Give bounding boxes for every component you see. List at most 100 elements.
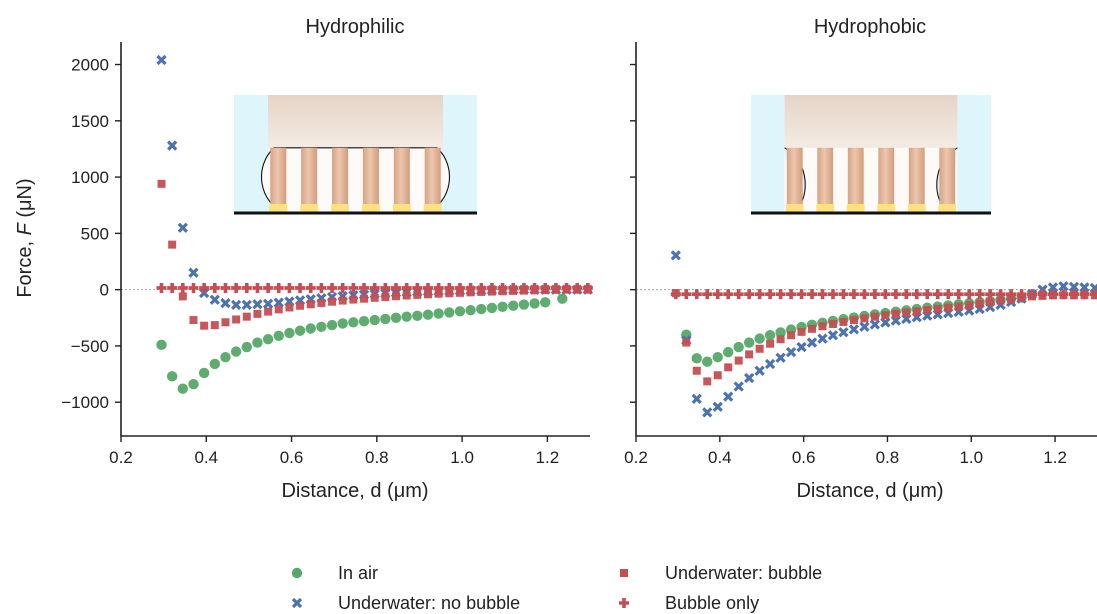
data-point [796, 341, 807, 353]
x-tick-label: 0.6 [280, 448, 304, 467]
legend-item: Underwater: bubble [620, 563, 822, 583]
x-tick-label: 1.0 [959, 448, 983, 467]
data-point [766, 339, 775, 348]
y-tick-label: 2000 [71, 56, 109, 75]
data-point [827, 330, 839, 341]
data-point [369, 314, 380, 326]
data-point [264, 307, 273, 316]
data-point [476, 303, 487, 315]
data-point [295, 282, 306, 293]
data-point [465, 304, 476, 316]
data-point [252, 282, 263, 293]
pillar [939, 147, 956, 207]
data-point [859, 289, 870, 300]
data-point [572, 282, 583, 293]
data-point [294, 325, 306, 336]
data-point [703, 377, 712, 386]
data-point [444, 282, 455, 293]
data-point [177, 282, 188, 293]
data-point [220, 352, 231, 363]
series-underwater-no-bubble [670, 250, 1097, 418]
data-point [252, 337, 263, 348]
series-bubble-only [670, 289, 1097, 300]
legend-marker [291, 597, 303, 609]
data-point [692, 366, 701, 375]
data-point [177, 222, 188, 233]
data-point [943, 289, 954, 300]
data-point [454, 306, 466, 317]
y-tick-label: 0 [100, 281, 109, 300]
data-point [807, 289, 818, 300]
data-point [209, 282, 220, 293]
data-point [745, 350, 754, 359]
pillar [817, 147, 834, 207]
data-point [241, 282, 252, 293]
pillar [270, 147, 287, 207]
data-point [1037, 289, 1048, 300]
data-point [274, 305, 283, 314]
data-point [198, 367, 210, 379]
x-tick-label: 1.2 [1043, 448, 1067, 467]
data-point [724, 363, 733, 372]
data-point [273, 330, 284, 342]
data-point [890, 315, 901, 326]
data-point [189, 316, 198, 325]
data-point [444, 307, 455, 318]
data-point [305, 282, 316, 293]
pillar [393, 147, 410, 207]
legend-marker [291, 567, 303, 579]
data-point [540, 282, 551, 293]
data-point [433, 308, 444, 319]
data-point [422, 309, 434, 320]
data-point [911, 289, 922, 300]
data-point [348, 317, 359, 328]
data-point [995, 289, 1006, 300]
data-point [381, 292, 390, 301]
data-point [1089, 289, 1097, 300]
data-point [817, 289, 828, 300]
pillar [332, 147, 349, 207]
data-point [702, 289, 713, 300]
data-point [177, 383, 189, 394]
data-point [518, 282, 529, 293]
data-point [348, 282, 359, 293]
y-tick-label: 500 [81, 224, 109, 243]
legend-marker [619, 598, 629, 608]
data-point [273, 282, 284, 293]
data-point [1058, 289, 1069, 300]
data-point [754, 289, 765, 300]
data-point [712, 401, 723, 412]
data-point [156, 339, 167, 351]
data-point [869, 319, 881, 330]
data-point [682, 338, 691, 347]
data-point [188, 267, 199, 278]
pillar [847, 147, 864, 207]
pillar [786, 147, 803, 207]
data-point [434, 289, 443, 298]
data-point [561, 282, 572, 293]
data-point [188, 379, 199, 390]
data-point [890, 289, 901, 300]
data-point [839, 317, 848, 326]
hydrophilic-inset [234, 95, 477, 215]
data-point [360, 294, 369, 303]
pillar-tip [877, 204, 896, 212]
x-tick-label: 0.2 [109, 448, 133, 467]
data-point [818, 322, 827, 331]
series-underwater-bubble [671, 289, 1097, 386]
legend-item: Underwater: no bubble [291, 593, 520, 613]
data-point [848, 289, 859, 300]
data-point [209, 358, 220, 370]
hydrophobic-panel: Hydrophobic 0.2 0.4 0.6 0.8 1.0 1.2 Distance,… [624, 16, 1097, 502]
data-point [702, 356, 713, 367]
data-point [734, 356, 743, 365]
data-point [326, 319, 338, 331]
data-point [156, 54, 167, 66]
data-point [1068, 289, 1079, 300]
data-point [305, 323, 316, 334]
data-point [691, 353, 702, 364]
panel-title: Hydrophilic [306, 16, 405, 38]
legend-label: Underwater: bubble [665, 563, 822, 583]
data-point [263, 282, 274, 293]
series-in-air [156, 293, 568, 394]
